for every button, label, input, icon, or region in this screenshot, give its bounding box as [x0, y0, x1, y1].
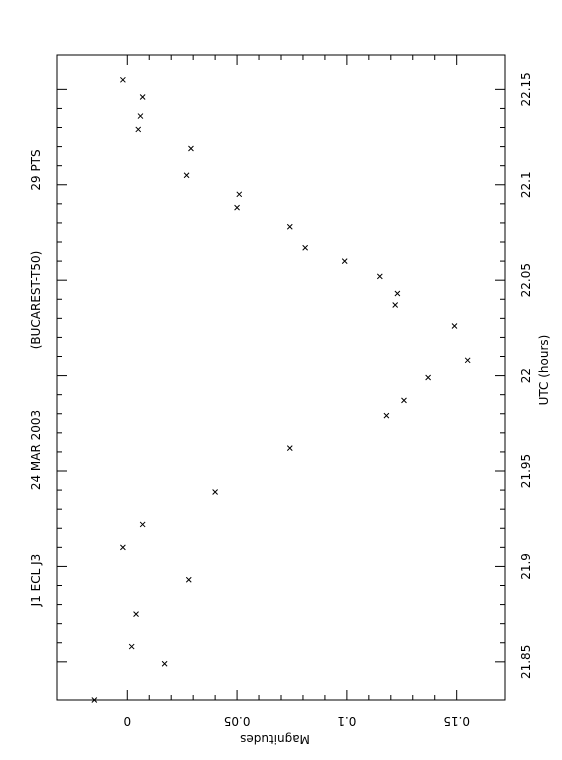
point — [401, 397, 407, 404]
x-axis-label: UTC (hours) — [537, 335, 551, 406]
point — [392, 302, 399, 308]
point — [286, 445, 293, 451]
point — [212, 489, 218, 495]
point — [120, 76, 126, 83]
chart-title: 29 PTS — [29, 149, 43, 190]
point — [286, 223, 293, 230]
point — [185, 576, 192, 583]
point — [425, 374, 431, 381]
y-tick-label: 0 — [123, 714, 131, 728]
x-tick-label: 22.1 — [519, 171, 533, 198]
x-tick-label: 21.95 — [519, 454, 533, 488]
point — [188, 145, 194, 152]
point — [135, 126, 142, 133]
x-tick-label: 22 — [519, 368, 533, 383]
y-axis-label: Magnitudes — [240, 732, 310, 746]
x-tick-label: 22.05 — [519, 263, 533, 297]
point — [234, 204, 240, 211]
point — [120, 544, 126, 551]
y-tick-label: 0.05 — [224, 714, 251, 728]
point — [451, 323, 458, 329]
x-tick-label: 21.85 — [519, 645, 533, 679]
chart-title: (BUCAREST-T50) — [29, 251, 43, 350]
point — [183, 172, 190, 179]
y-tick-label: 0.1 — [337, 714, 356, 728]
point — [383, 412, 390, 419]
point — [139, 94, 146, 100]
point — [341, 258, 348, 264]
plot-frame — [56, 54, 506, 701]
point — [128, 643, 135, 650]
point — [161, 660, 168, 667]
y-tick-label: 0.15 — [443, 714, 470, 728]
x-tick-label: 21.9 — [519, 553, 533, 580]
point — [139, 521, 146, 528]
point — [464, 357, 471, 364]
chart-title: J1 ECL J3 — [29, 554, 43, 608]
chart-title: 24 MAR 2003 — [29, 410, 43, 490]
point — [394, 290, 401, 297]
point — [137, 113, 144, 119]
point — [133, 611, 139, 617]
point — [302, 244, 309, 251]
point — [236, 191, 243, 198]
point — [376, 273, 383, 280]
x-tick-label: 22.15 — [519, 72, 533, 106]
point — [91, 697, 98, 703]
